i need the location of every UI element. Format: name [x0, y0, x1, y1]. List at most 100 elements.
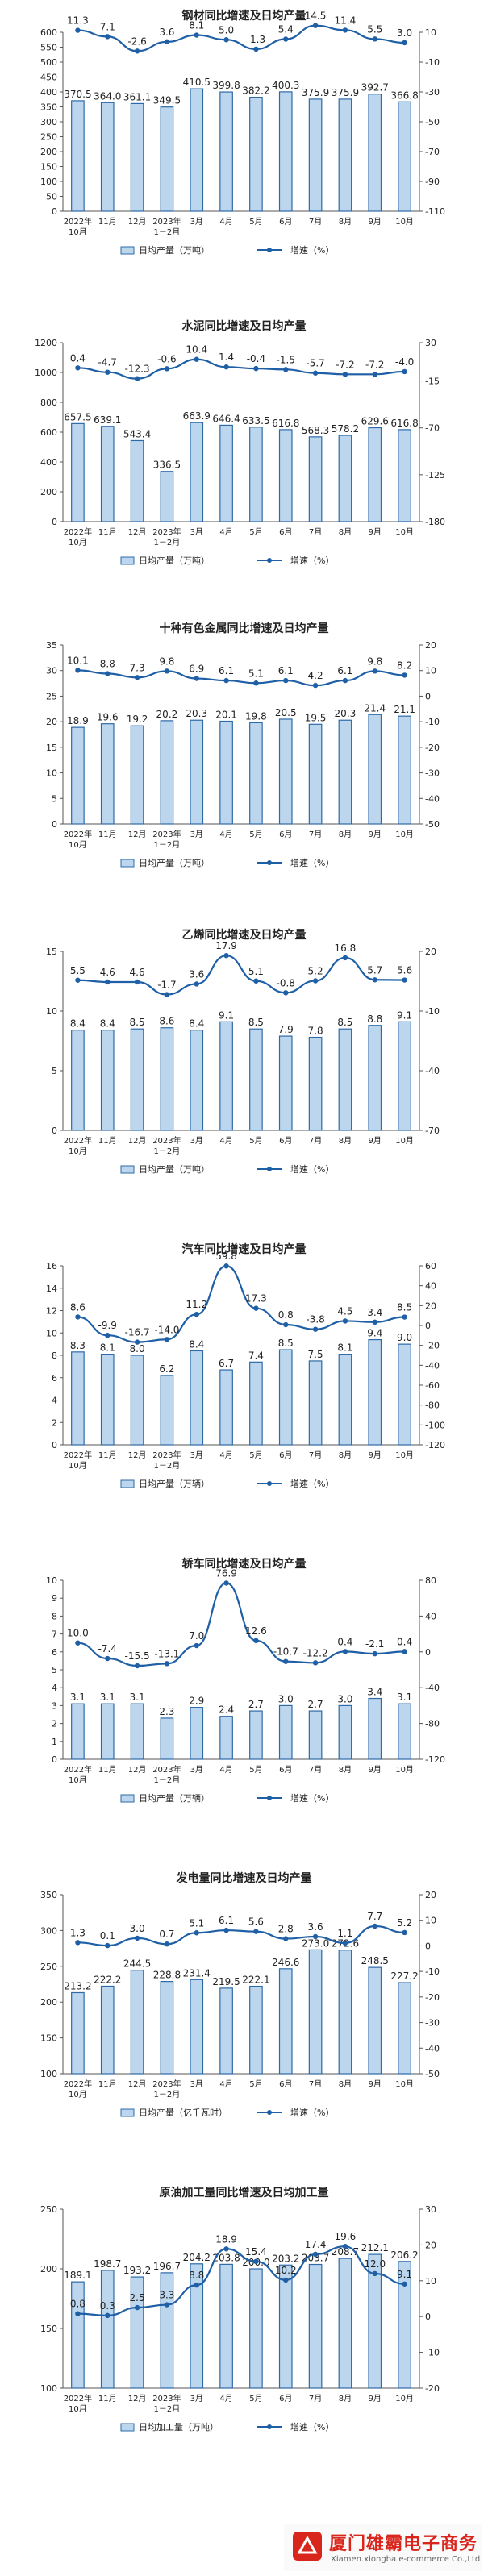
bar-value-label: 578.2: [332, 423, 359, 435]
x-tick-label: 3月: [190, 2394, 203, 2403]
growth-value-label: -5.7: [306, 358, 324, 369]
growth-point: [342, 27, 348, 33]
right-tick-label: -50: [425, 2069, 440, 2079]
right-tick-label: -70: [425, 1126, 440, 1136]
right-tick-label: 20: [425, 947, 436, 957]
right-tick-label: -80: [425, 1719, 440, 1729]
left-tick-label: 100: [40, 2069, 57, 2079]
left-tick-label: 5: [52, 1066, 57, 1076]
x-tick-label: 2023年: [152, 829, 181, 839]
growth-value-label: 3.3: [159, 2290, 174, 2301]
left-tick-label: 5: [52, 1665, 57, 1675]
bar-value-label: 3.0: [337, 1693, 352, 1704]
growth-point: [312, 2251, 319, 2258]
left-tick-label: 50: [46, 192, 57, 202]
bar-value-label: 273.0: [302, 1937, 329, 1949]
chart-title: 发电量同比增速及日均产量: [176, 1871, 312, 1885]
left-tick-label: 16: [46, 1261, 57, 1271]
x-tick-label: 5月: [249, 2394, 262, 2403]
chart-title: 十种有色金属同比增速及日均产量: [160, 622, 329, 635]
right-tick-label: 0: [425, 1321, 431, 1331]
bar: [130, 2276, 144, 2389]
growth-value-label: -10.7: [273, 1646, 298, 1658]
growth-value-label: 8.1: [189, 20, 204, 31]
growth-point: [402, 1649, 407, 1654]
bar: [368, 1697, 382, 1760]
growth-value-label: 8.5: [397, 1302, 412, 1313]
growth-point: [253, 1638, 259, 1644]
bar-value-label: 2.3: [159, 1706, 174, 1717]
bar-value-label: 189.1: [64, 2270, 91, 2281]
legend-bar-swatch: [120, 1794, 135, 1803]
bar: [219, 1369, 233, 1446]
x-tick-label: 2023年: [152, 216, 181, 227]
left-tick-label: 200: [40, 2264, 57, 2274]
legend-bar-swatch: [120, 1165, 135, 1174]
growth-value-label: 19.6: [335, 2231, 357, 2242]
bar: [398, 1343, 411, 1446]
growth-value-label: 4.6: [130, 967, 145, 978]
growth-value-label: 0.4: [70, 352, 86, 364]
x-tick-label: 10月: [69, 840, 87, 850]
bar: [278, 429, 293, 522]
bar-value-label: 198.7: [94, 2258, 121, 2270]
growth-point: [194, 1930, 199, 1936]
bar: [338, 98, 352, 212]
growth-point: [194, 2282, 199, 2288]
left-tick-label: 7: [52, 1629, 57, 1640]
growth-value-label: 76.9: [215, 1567, 237, 1579]
right-tick-label: -30: [425, 2018, 440, 2029]
bar: [130, 1028, 144, 1131]
bar: [100, 1354, 115, 1446]
growth-value-label: 17.3: [245, 1293, 267, 1305]
growth-point: [223, 1580, 229, 1586]
growth-point: [164, 39, 170, 45]
legend-line-marker: [267, 1481, 272, 1486]
bar: [71, 422, 85, 522]
right-tick-label: -70: [425, 147, 440, 157]
bar: [249, 722, 263, 825]
growth-value-label: 5.5: [70, 965, 86, 976]
x-tick-label: 6月: [279, 1765, 292, 1775]
x-tick-label: 10月: [395, 1450, 414, 1460]
chart-3: 十种有色金属同比增速及日均产量 0 5 10 15 20 25 30 35 -50 -40 -30 -2…: [46, 622, 440, 868]
bar-value-label: 400.3: [272, 80, 299, 91]
right-tick-label: 10: [425, 666, 436, 676]
legend-bar-label: 日均加工量（万吨）: [139, 2422, 219, 2432]
right-tick-label: -20: [425, 743, 440, 753]
bar-value-label: 399.8: [212, 80, 240, 91]
bar-value-label: 646.4: [212, 413, 240, 424]
x-tick-label: 7月: [309, 1136, 322, 1146]
bar-value-label: 19.2: [127, 714, 148, 725]
bar: [219, 1716, 233, 1760]
growth-point: [105, 2312, 111, 2319]
bar: [249, 1710, 263, 1760]
chart-title: 水泥同比增速及日均产量: [182, 319, 307, 333]
growth-value-label: -7.2: [336, 359, 354, 370]
company-logo-icon: [293, 2532, 322, 2561]
x-tick-label: 7月: [309, 2079, 322, 2089]
bar: [160, 1717, 174, 1760]
growth-point: [105, 1333, 111, 1338]
growth-line: [77, 358, 405, 380]
growth-point: [253, 46, 259, 52]
left-tick-label: 200: [40, 487, 57, 497]
bar: [190, 422, 204, 522]
x-tick-label: 11月: [98, 217, 117, 227]
bar-value-label: 203.8: [212, 2252, 240, 2263]
bar-value-label: 8.5: [130, 1017, 145, 1028]
growth-point: [283, 36, 289, 42]
x-tick-label: 9月: [369, 2079, 382, 2089]
x-tick-label: 2022年: [64, 216, 92, 227]
bar-value-label: 382.2: [242, 85, 269, 97]
bar-value-label: 3.1: [100, 1692, 115, 1703]
growth-value-label: 8.2: [397, 660, 412, 671]
growth-value-label: 5.1: [248, 966, 264, 977]
growth-point: [402, 40, 407, 46]
growth-value-label: 5.2: [397, 1917, 412, 1929]
bar-value-label: 568.3: [302, 425, 329, 436]
growth-value-label: 9.8: [159, 655, 174, 667]
legend-line-marker: [267, 2424, 272, 2429]
legend-line-marker: [267, 2110, 272, 2115]
